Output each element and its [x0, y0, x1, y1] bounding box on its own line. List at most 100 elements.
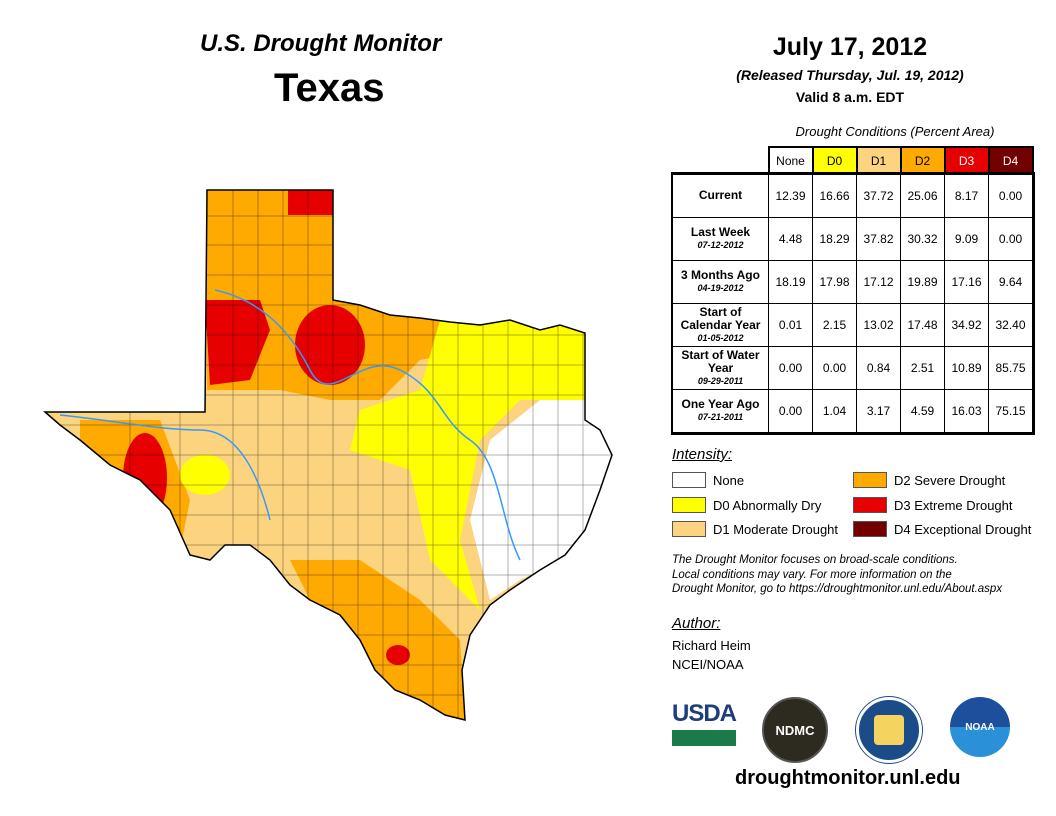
- table-cell: 3.17: [856, 389, 901, 433]
- legend-item: D0 Abnormally Dry: [672, 497, 821, 513]
- table-cell: 17.98: [812, 260, 857, 304]
- row-label-text: 3 Months Ago: [681, 268, 760, 282]
- row-label: Last Week 07-12-2012: [672, 217, 769, 261]
- row-label-text: Last Week: [690, 225, 751, 239]
- legend-label: D2 Severe Drought: [894, 472, 1006, 488]
- legend-label: None: [713, 472, 745, 488]
- map-date: July 17, 2012: [772, 33, 928, 61]
- table-row: Start of Calendar Year 01-05-2012 0.01 2.15…: [672, 303, 1033, 347]
- row-label-text: One Year Ago: [681, 397, 760, 411]
- table-cell: 17.12: [856, 260, 901, 304]
- table-cell: 8.17: [944, 173, 989, 218]
- table-cell: 13.02: [856, 303, 901, 347]
- table-row: Start of Water Year 09-29-2011 0.00 0.00 0.8…: [672, 346, 1033, 390]
- table-cell: 10.89: [944, 346, 989, 390]
- legend-title: Intensity:: [672, 446, 733, 463]
- legend-label: D3 Extreme Drought: [894, 497, 1013, 513]
- d3-area-rolling-plains: [295, 305, 365, 385]
- table-cell: 17.16: [944, 260, 989, 304]
- table-cell: 32.40: [988, 303, 1033, 347]
- website-url[interactable]: droughtmonitor.unl.edu: [735, 767, 961, 789]
- row-date: 09-29-2011: [697, 375, 744, 386]
- table-row: Last Week 07-12-2012 4.48 18.29 37.82 30.32 9.…: [672, 217, 1033, 261]
- table-cell: 16.03: [944, 389, 989, 433]
- table-row: Current 12.39 16.66 37.72 25.06 8.17 0.00: [672, 173, 1033, 218]
- table-cell: 9.09: [944, 217, 989, 261]
- row-label: Start of Calendar Year 01-05-2012: [672, 303, 769, 347]
- table-cell: 12.39: [768, 173, 813, 218]
- table-cell: 37.82: [856, 217, 901, 261]
- row-date: 07-12-2012: [697, 240, 744, 250]
- table-cell: 0.00: [988, 173, 1033, 218]
- legend-swatch: [672, 497, 706, 513]
- legend-item: D1 Moderate Drought: [672, 521, 838, 537]
- river-west: [59, 414, 271, 521]
- table-cell: 18.19: [768, 260, 813, 304]
- row-label: Start of Water Year 09-29-2011: [672, 346, 769, 390]
- legend-swatch: [853, 472, 887, 488]
- table-cell: 0.00: [768, 389, 813, 433]
- map-title: U.S. Drought Monitor: [200, 30, 442, 57]
- commerce-seal-logo: [856, 697, 922, 763]
- col-d0: D0: [811, 146, 858, 175]
- table-cell: 4.48: [768, 217, 813, 261]
- legend-item: None: [672, 472, 744, 488]
- row-date: 04-19-2012: [697, 283, 744, 293]
- row-label: 3 Months Ago 04-19-2012: [672, 260, 769, 304]
- d3-area-north: [288, 190, 333, 215]
- d2-area-north: [207, 190, 470, 400]
- texas-drought-map: [44, 189, 613, 721]
- col-d4: D4: [987, 146, 1034, 175]
- table-row: One Year Ago 07-21-2011 0.00 1.04 3.17 4.59 16…: [672, 389, 1033, 433]
- legend-label: D4 Exceptional Drought: [894, 521, 1032, 537]
- author-name: Richard Heim: [672, 638, 751, 653]
- row-date: 01-05-2012: [697, 332, 744, 343]
- legend-item: D4 Exceptional Drought: [853, 521, 1031, 537]
- row-label: Current: [672, 173, 769, 218]
- table-cell: 0.00: [768, 346, 813, 390]
- table-cell: 0.00: [812, 346, 857, 390]
- d3-area-west: [123, 433, 167, 523]
- legend-item: D2 Severe Drought: [853, 472, 1005, 488]
- valid-time: Valid 8 a.m. EDT: [795, 89, 905, 105]
- disclaimer-note: The Drought Monitor focuses on broad-sca…: [672, 553, 1002, 597]
- table-cell: 1.04: [812, 389, 857, 433]
- release-date: (Released Thursday, Jul. 19, 2012): [736, 67, 964, 83]
- no-drought-area: [470, 400, 612, 600]
- table-cell: 9.64: [988, 260, 1033, 304]
- legend-swatch: [672, 472, 706, 488]
- table-cell: 37.72: [856, 173, 901, 218]
- col-d2: D2: [899, 146, 946, 175]
- note-line: Drought Monitor, go to https://droughtmo…: [672, 583, 1003, 595]
- d0-area-east: [350, 320, 585, 610]
- table-cell: 0.01: [768, 303, 813, 347]
- table-cell: 19.89: [900, 260, 945, 304]
- legend-swatch: [853, 521, 887, 537]
- table-cell: 34.92: [944, 303, 989, 347]
- legend-swatch: [672, 521, 706, 537]
- col-d1: D1: [855, 146, 902, 175]
- table-cell: 4.59: [900, 389, 945, 433]
- table-caption: Drought Conditions (Percent Area): [795, 124, 995, 139]
- row-label-text: Start of Water Year: [681, 347, 760, 375]
- table-cell: 18.29: [812, 217, 857, 261]
- table-cell: 0.00: [988, 217, 1033, 261]
- table-cell: 85.75: [988, 346, 1033, 390]
- legend-label: D1 Moderate Drought: [713, 521, 839, 537]
- d2-area-south: [290, 560, 465, 720]
- ndmc-logo: NDMC: [762, 697, 828, 763]
- row-label: One Year Ago 07-21-2011: [672, 389, 769, 433]
- region-title: Texas: [274, 66, 385, 110]
- d3-area-panhandle: [205, 300, 270, 385]
- col-none: None: [767, 146, 814, 175]
- legend-item: D3 Extreme Drought: [853, 497, 1013, 513]
- author-heading: Author:: [672, 615, 721, 632]
- table-cell: 16.66: [812, 173, 857, 218]
- legend-swatch: [853, 497, 887, 513]
- row-date: 07-21-2011: [697, 412, 744, 422]
- row-label-text: Current: [698, 188, 743, 203]
- table-cell: 75.15: [988, 389, 1033, 433]
- d3-area-south: [386, 645, 410, 665]
- table-cell: 2.51: [900, 346, 945, 390]
